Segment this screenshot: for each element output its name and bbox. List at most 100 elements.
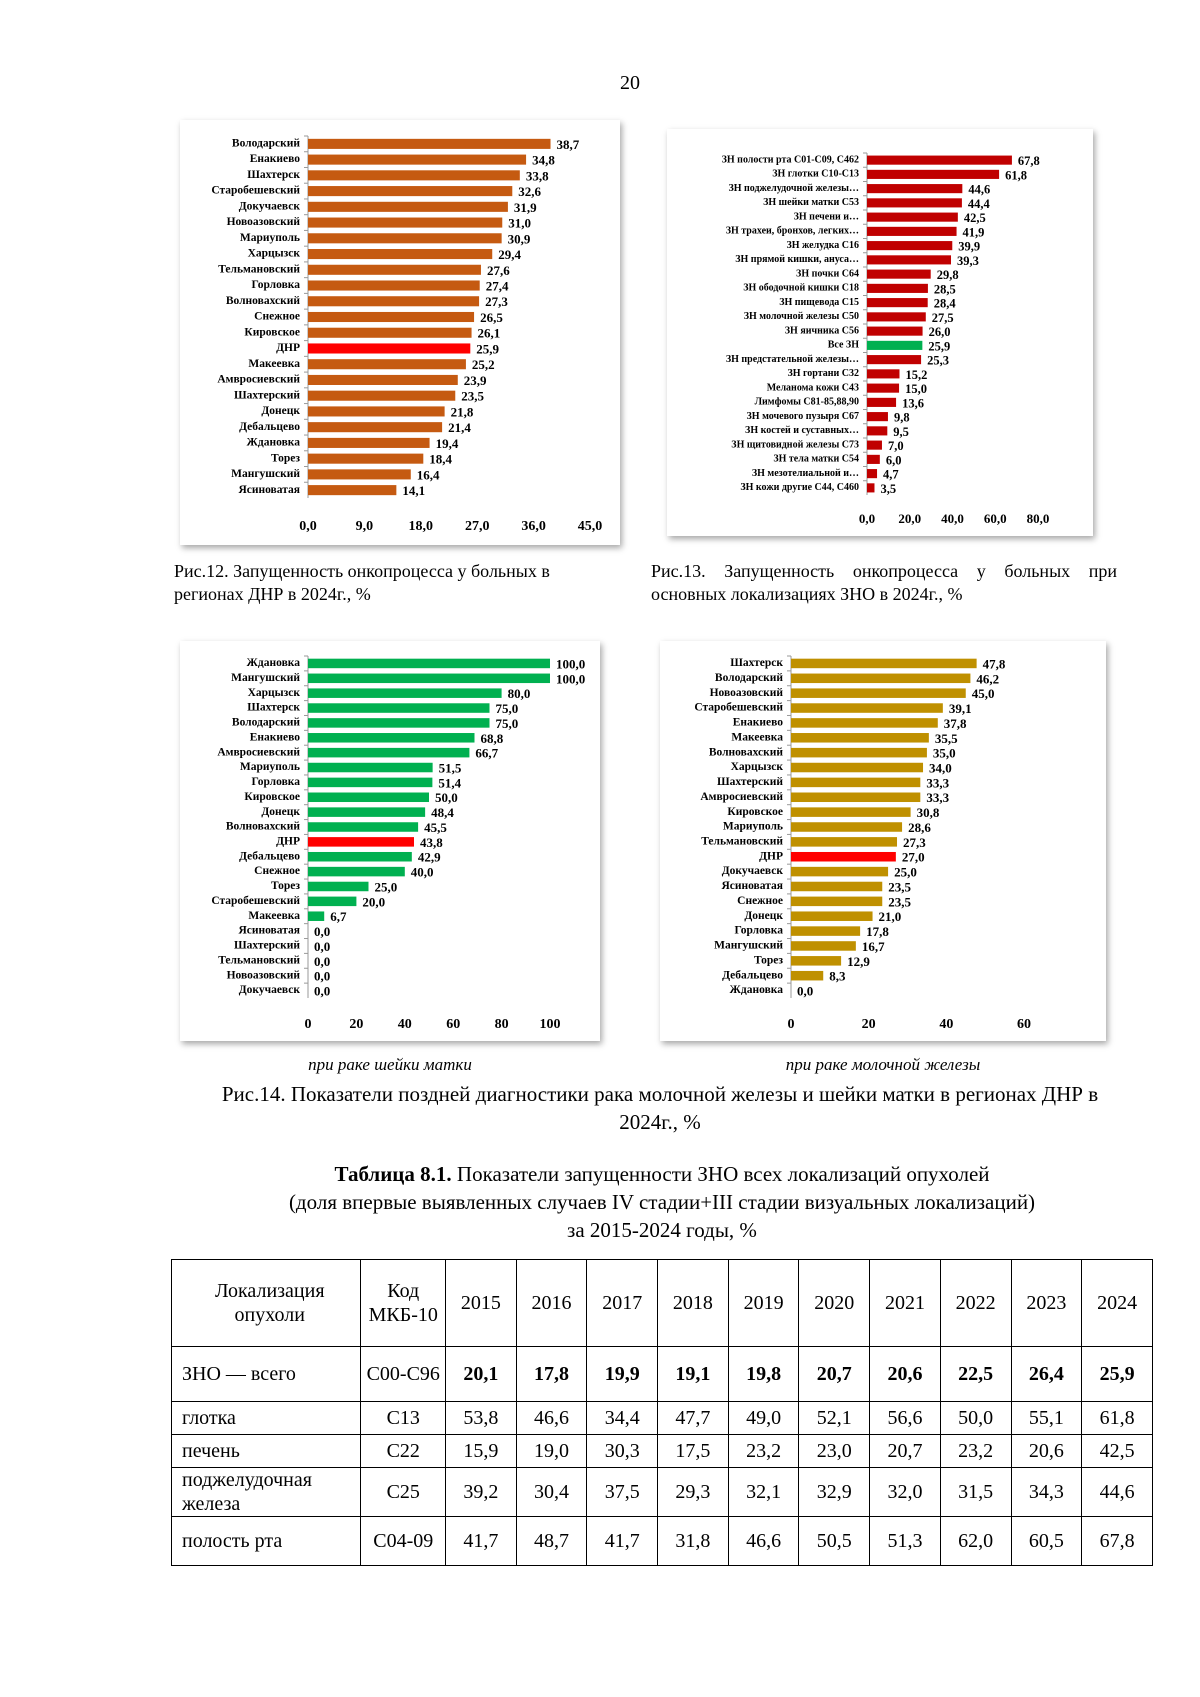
value-label: 23,9 [464,373,487,388]
bar [308,201,508,212]
category-label: Амвросиевский [217,746,300,758]
table-cell: 61,8 [1081,1401,1153,1435]
x-tick-label: 40,0 [941,511,964,526]
x-tick-label: 9,0 [356,519,374,534]
value-label: 38,7 [557,137,580,152]
bar [308,280,480,291]
chart: Володарский 38,7 Енакиево 34,8 Шахтерск 33,8 С… [211,135,603,534]
bar [791,688,966,698]
header-cell: Локализация опухоли [170,1259,362,1347]
bar [308,822,419,832]
bar [791,970,824,981]
value-label: 27,5 [932,311,954,325]
category-label: Мариуполь [723,821,783,833]
table-cell: 49,0 [727,1401,800,1435]
table-cell: 20,7 [869,1434,941,1468]
bar [867,312,926,322]
header-cell: 2015 [445,1259,517,1347]
bar [308,807,426,817]
chart: ЗН полости рта С01-С09, С462 67,8 ЗН глотк… [722,152,1049,526]
header-cell: 2024 [1081,1259,1153,1347]
value-label: 45,5 [424,820,447,835]
value-label: 61,8 [1005,168,1027,182]
table-title-line: (доля впервые выявленных случаев IV стад… [288,1190,1036,1214]
bar [308,866,405,877]
value-label: 48,4 [431,805,454,820]
value-label: 26,0 [929,325,951,339]
table-cell: 34,3 [1010,1467,1083,1517]
x-tick-label: 45,0 [578,519,603,534]
value-label: 19,4 [436,436,459,451]
bar [791,673,971,684]
value-label: 32,6 [518,184,541,199]
value-label: 100,0 [556,656,585,671]
table-cell: глотка [170,1401,362,1435]
value-label: 39,1 [949,701,972,716]
value-label: 41,9 [963,225,985,239]
table-cell: 20,6 [1010,1434,1083,1468]
bar [308,154,527,165]
value-label: 3,5 [880,482,896,496]
category-label: Енакиево [250,731,301,743]
bar [308,658,550,669]
value-label: 28,4 [934,297,957,311]
x-tick-label: 40 [939,1017,953,1032]
value-label: 68,8 [480,731,503,746]
header-cell: 2016 [515,1259,588,1347]
table-cell: 22,5 [939,1346,1012,1402]
table-cell: 25,9 [1081,1346,1153,1402]
category-label: Кировское [727,806,783,818]
value-label: 80,0 [508,686,531,701]
value-label: 0,0 [314,924,330,939]
table-cell: 44,6 [1081,1467,1153,1517]
value-label: 46,2 [976,671,999,686]
x-tick-label: 20 [862,1017,876,1032]
value-label: 30,9 [508,231,531,246]
table-cell: 51,3 [869,1516,941,1566]
bar [867,397,897,407]
category-label: Володарский [232,717,300,729]
table-cell: 26,4 [1010,1346,1083,1402]
value-label: 6,7 [330,909,347,924]
bar [867,383,900,393]
category-label: Дебальцево [239,850,300,862]
bar [867,269,931,279]
bar [867,469,878,479]
category-label: Амвросиевский [217,374,300,386]
bar [791,733,929,743]
value-label: 25,0 [894,865,917,880]
value-label: 14,1 [402,483,425,498]
value-label: 51,5 [439,761,462,776]
table-cell: 46,6 [515,1401,588,1435]
category-label: Дебальцево [239,421,300,433]
category-label: Снежное [254,311,300,323]
value-label: 0,0 [314,984,330,999]
table-title-text: Показатели запущенности ЗНО всех локализ… [456,1162,990,1186]
category-label: Енакиево [733,717,784,729]
x-tick-label: 0,0 [859,511,875,526]
category-label: ЗН ободочной кишки С18 [743,283,859,294]
value-label: 50,0 [435,790,458,805]
table-label: Таблица 8.1. [334,1162,452,1186]
bar [867,412,888,422]
category-label: Горловка [252,776,301,788]
value-label: 51,4 [438,775,461,790]
figure-caption: Рис.13. Запущенность онкопроцесса у боль… [651,561,1117,604]
category-label: Мангушский [714,940,783,952]
table-cell: С13 [360,1401,447,1435]
table-cell: С04-09 [360,1516,447,1566]
header-cell: 2018 [657,1259,729,1347]
value-label: 25,2 [472,357,495,372]
table-cell: С25 [360,1467,447,1517]
table-cell: 50,0 [939,1401,1012,1435]
bar [308,792,429,803]
bar [791,822,903,832]
bar [867,212,958,222]
table-cell: 53,8 [445,1401,517,1435]
bar [791,703,943,713]
value-label: 9,8 [894,411,910,425]
category-label: Новоазовский [227,969,301,981]
value-label: 21,4 [448,420,471,435]
value-label: 15,2 [905,368,927,382]
bar [791,747,927,758]
